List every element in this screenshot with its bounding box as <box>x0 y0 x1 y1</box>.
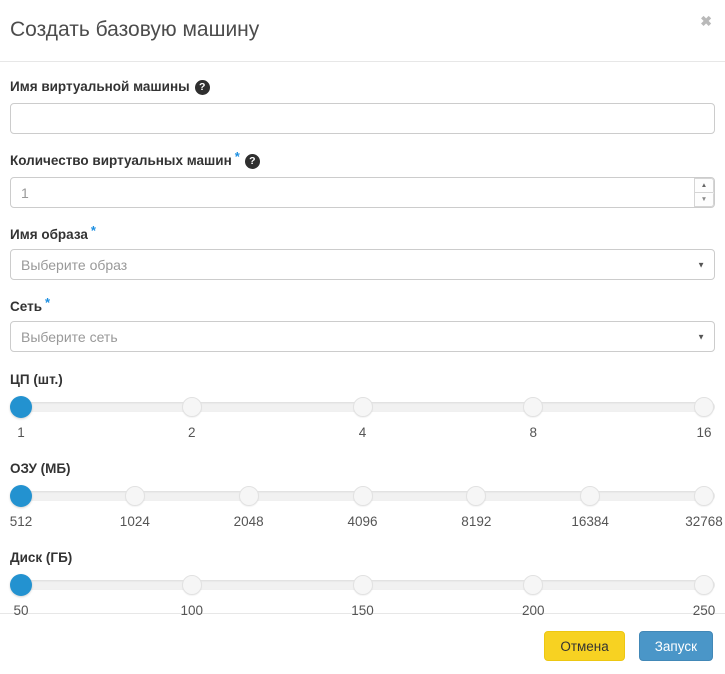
slider-stop-label: 32768 <box>685 514 723 529</box>
slider-tick[interactable] <box>580 486 601 506</box>
network-label-text: Сеть <box>10 299 42 314</box>
slider-stop-label: 2048 <box>233 514 264 529</box>
slider-label: Диск (ГБ) <box>10 550 73 565</box>
slider-handle[interactable] <box>10 396 32 418</box>
slider-group-ram: ОЗУ (МБ) 512 1024 2048 4096 8192 16384 32768 <box>9 461 723 530</box>
slider-labels: 50 100 150 200 250 <box>10 603 715 619</box>
slider-stop-label: 4096 <box>347 514 378 529</box>
image-label-text: Имя образа <box>10 227 88 242</box>
slider-tick[interactable] <box>523 397 544 417</box>
image-select[interactable]: Выберите образ ▼ <box>10 249 715 280</box>
help-icon[interactable]: ? <box>194 80 210 95</box>
network-select-placeholder: Выберите сеть <box>21 328 118 345</box>
slider-stop-label: 50 <box>13 603 29 618</box>
slider-labels: 512 1024 2048 4096 8192 16384 32768 <box>9 514 723 530</box>
slider-stop-label: 512 <box>9 514 33 529</box>
required-asterisk: * <box>90 223 96 238</box>
network-group: Сеть * Выберите сеть ▼ <box>10 295 715 352</box>
slider-group-cpu: ЦП (шт.) 1 2 4 8 16 <box>10 372 715 441</box>
slider-tick[interactable] <box>694 397 714 417</box>
required-asterisk: * <box>45 295 51 310</box>
help-icon[interactable]: ? <box>244 154 260 169</box>
slider-handle[interactable] <box>10 574 32 596</box>
slider-stop-label: 8 <box>529 425 538 440</box>
slider-tick[interactable] <box>694 486 714 506</box>
slider-stop-label: 200 <box>521 603 545 618</box>
close-icon[interactable]: ✖ <box>700 13 712 29</box>
slider-label: ЦП (шт.) <box>10 372 63 387</box>
slider-group-disk: Диск (ГБ) 50 100 150 200 250 <box>10 550 715 619</box>
slider-tick[interactable] <box>181 397 202 417</box>
spinner-down-button[interactable]: ▼ <box>694 193 714 207</box>
dialog-body: Имя виртуальной машины? Количество вирту… <box>0 62 725 618</box>
sliders: ЦП (шт.) 1 2 4 8 16 ОЗУ (МБ) 512 1024 2048 4096… <box>9 372 723 619</box>
slider[interactable] <box>10 396 715 418</box>
slider-tick[interactable] <box>181 575 202 595</box>
slider-stop-label: 150 <box>351 603 374 618</box>
vm-count-input[interactable] <box>10 177 715 208</box>
chevron-down-icon: ▼ <box>697 332 705 341</box>
slider-tick[interactable] <box>352 486 373 506</box>
network-label: Сеть * <box>10 295 715 314</box>
image-select-placeholder: Выберите образ <box>21 256 128 273</box>
slider-tick[interactable] <box>523 575 544 595</box>
slider-tick[interactable] <box>352 397 373 417</box>
vm-count-label-text: Количество виртуальных машин <box>10 153 232 168</box>
vm-count-group: Количество виртуальных машин*? ▲ ▼ <box>10 149 715 208</box>
slider-stop-label: 1024 <box>119 514 150 529</box>
slider-tick[interactable] <box>466 486 487 506</box>
dialog-footer: Отмена Запуск <box>0 613 725 674</box>
slider-tick[interactable] <box>238 486 259 506</box>
vm-count-label: Количество виртуальных машин *? <box>10 149 715 170</box>
network-select[interactable]: Выберите сеть ▼ <box>10 321 715 352</box>
dialog-header: Создать базовую машину ✖ <box>0 0 725 62</box>
vm-name-group: Имя виртуальной машины? <box>10 79 715 134</box>
slider-tick[interactable] <box>124 486 145 506</box>
dialog-title: Создать базовую машину <box>10 18 260 41</box>
launch-button[interactable]: Запуск <box>638 631 713 661</box>
slider-handle[interactable] <box>10 485 32 507</box>
chevron-down-icon: ▼ <box>697 260 705 269</box>
vm-name-label: Имя виртуальной машины? <box>10 79 715 96</box>
slider-stop-label: 100 <box>180 603 204 618</box>
vm-name-input[interactable] <box>10 103 715 134</box>
vm-name-label-text: Имя виртуальной машины <box>10 79 190 94</box>
slider-stop-label: 8192 <box>461 514 492 529</box>
slider-stop-label: 2 <box>187 425 196 440</box>
slider-label: ОЗУ (МБ) <box>10 461 71 476</box>
slider[interactable] <box>10 485 715 507</box>
slider-tick[interactable] <box>694 575 714 595</box>
slider-stop-label: 1 <box>17 425 25 440</box>
vm-count-input-wrap: ▲ ▼ <box>10 177 715 208</box>
slider-stop-label: 16384 <box>571 514 609 529</box>
required-asterisk: * <box>234 149 240 164</box>
slider-tick[interactable] <box>352 575 373 595</box>
slider-stop-label: 16 <box>696 425 712 440</box>
slider-stop-label: 4 <box>358 425 367 440</box>
image-group: Имя образа * Выберите образ ▼ <box>10 223 715 280</box>
spinner-up-button[interactable]: ▲ <box>694 178 714 193</box>
cancel-button[interactable]: Отмена <box>544 631 625 661</box>
image-label: Имя образа * <box>10 223 715 242</box>
slider-labels: 1 2 4 8 16 <box>10 425 715 441</box>
slider-stop-label: 250 <box>692 603 716 618</box>
vm-count-spinner: ▲ ▼ <box>694 178 714 207</box>
slider[interactable] <box>10 574 715 596</box>
